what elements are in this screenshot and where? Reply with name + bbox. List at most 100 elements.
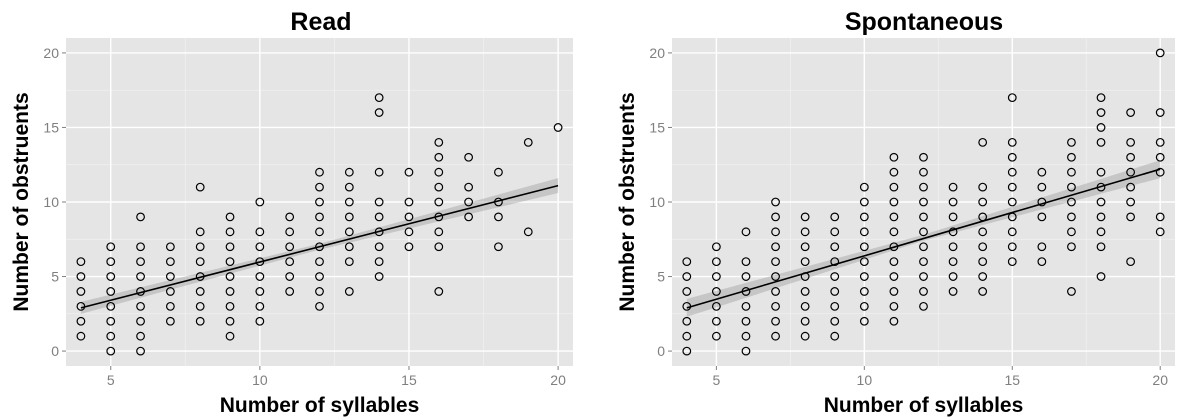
data-point [1096,167,1106,177]
data-point [344,242,354,252]
data-point [315,287,324,296]
data-point [344,227,354,237]
data-point [136,316,145,326]
data-point [800,287,810,296]
data-point [948,182,958,192]
data-point [711,287,721,296]
data-point [859,316,869,326]
data-point [374,242,384,252]
data-point [919,257,928,267]
data-point [165,316,175,326]
data-point [1007,227,1017,237]
data-point [889,152,899,162]
data-point [711,301,721,311]
data-point [859,227,869,237]
data-point [889,301,899,311]
data-point [1067,167,1076,177]
data-point [978,182,988,192]
data-point [830,301,840,311]
data-point [1037,182,1047,192]
data-point [889,316,899,326]
y-tick-label: 0 [657,343,665,359]
data-point [859,257,869,267]
data-point [225,242,235,252]
data-point [106,242,116,252]
data-point [255,227,265,237]
data-point [741,272,751,281]
data-point [919,182,928,192]
data-point [1126,182,1136,192]
data-point [195,257,205,267]
data-point [800,331,810,341]
data-point [165,301,175,311]
data-point [553,123,563,132]
data-point [1007,197,1017,207]
data-point [76,331,86,341]
data-point [859,242,869,252]
data-point [741,346,751,356]
data-point [315,212,324,222]
data-point [919,167,928,177]
data-point [859,301,869,311]
data-point [741,316,751,326]
y-tick-label: 20 [649,45,665,61]
data-point [830,227,840,237]
data-point [195,301,205,311]
data-point [1007,152,1017,162]
data-point [830,331,840,341]
data-point [830,316,840,326]
data-point [830,272,840,281]
data-point [978,227,988,237]
data-point [464,182,474,192]
data-point [464,152,474,162]
data-point [106,346,116,356]
data-point [1126,152,1136,162]
data-point [165,287,175,296]
data-point [1155,152,1165,162]
data-point [315,197,324,207]
data-point [800,316,810,326]
data-point [919,197,928,207]
data-point [285,227,295,237]
data-point [889,272,899,281]
data-point [771,212,780,222]
data-point [76,287,86,296]
data-point [889,287,899,296]
data-point [1007,167,1017,177]
spontaneous-panel: 5 10 15 20 0 5 10 15 20 Spontaneous Number of syll… [616,8,1175,417]
x-axis-title: Number of syllables [824,394,1024,417]
data-point [771,257,780,267]
data-point [919,212,928,222]
data-point [1096,108,1106,117]
data-point [374,272,384,281]
y-tick-label: 5 [657,269,665,285]
data-point [434,287,444,296]
data-point [434,197,444,207]
data-point [948,272,958,281]
data-point [830,287,840,296]
data-point [76,272,86,281]
data-point [889,257,899,267]
data-point [1096,137,1106,147]
data-point [225,331,235,341]
data-point [830,212,840,222]
data-point [195,182,205,192]
data-point [1096,272,1106,281]
x-tick-label: 20 [1152,372,1168,388]
data-point [978,137,988,147]
data-point [741,257,751,267]
data-point [859,287,869,296]
y-tick-label: 5 [51,269,59,285]
data-point [225,212,235,222]
data-point [800,227,810,237]
data-point [1096,212,1106,222]
data-point [255,242,265,252]
data-point [859,272,869,281]
data-point [948,242,958,252]
data-point [255,197,265,207]
data-point [1126,197,1136,207]
data-point [315,227,324,237]
data-point [919,242,928,252]
data-point [1096,123,1106,132]
